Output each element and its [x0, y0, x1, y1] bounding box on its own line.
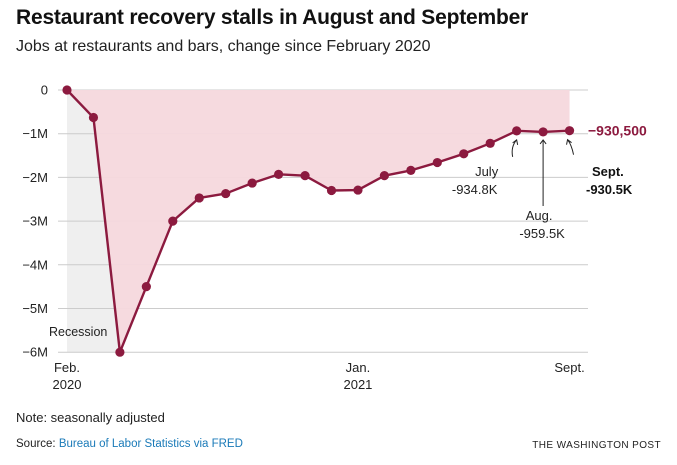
data-point	[406, 165, 416, 176]
data-point	[300, 171, 310, 181]
source-prefix: Source:	[16, 438, 59, 450]
x-tick-label: Jan.	[346, 360, 371, 375]
y-tick-label: −5M	[22, 301, 48, 316]
data-point	[485, 138, 495, 148]
data-point	[221, 188, 231, 199]
aug-arrowhead	[539, 139, 547, 145]
data-point	[247, 178, 257, 188]
x-tick-year: 2020	[53, 377, 82, 392]
july-value: -934.8K	[452, 182, 498, 197]
x-tick-year: 2021	[343, 377, 372, 392]
chart-title: Restaurant recovery stalls in August and…	[16, 6, 529, 29]
data-point	[512, 126, 522, 136]
y-tick-label: −4M	[22, 257, 48, 272]
july-label: July	[475, 164, 499, 179]
source-link[interactable]: Bureau of Labor Statistics via FRED	[58, 438, 243, 450]
data-point	[459, 149, 469, 159]
data-point	[353, 185, 363, 195]
y-tick-label: −2M	[22, 170, 48, 185]
sept-value: -930.5K	[586, 182, 633, 197]
data-point	[168, 216, 178, 226]
sept-arrowhead	[566, 138, 572, 145]
y-tick-label: 0	[41, 83, 48, 98]
source-line: Source: Bureau of Labor Statistics via F…	[16, 438, 243, 450]
chart-subtitle: Jobs at restaurants and bars, change sin…	[16, 38, 431, 55]
deficit-area	[67, 90, 570, 353]
data-point	[379, 171, 389, 181]
sept-label: Sept.	[592, 164, 624, 179]
x-tick-label: Sept.	[554, 360, 584, 375]
data-point	[564, 126, 575, 136]
data-point	[141, 282, 151, 292]
end-value-label: −930,500	[588, 123, 647, 139]
series-line	[66, 89, 570, 354]
data-point	[538, 127, 548, 137]
x-tick-label: Feb.	[54, 360, 80, 375]
y-tick-label: −3M	[22, 214, 48, 229]
aug-label: Aug.	[526, 208, 553, 223]
data-point	[115, 347, 125, 357]
publisher-credit: THE WASHINGTON POST	[532, 440, 661, 451]
data-point	[88, 112, 99, 123]
july-arrowhead	[512, 138, 519, 145]
data-point	[326, 185, 337, 196]
y-tick-label: −1M	[22, 126, 48, 141]
recession-label: Recession	[49, 325, 107, 339]
data-point	[432, 157, 442, 168]
data-point	[62, 85, 72, 95]
aug-value: -959.5K	[519, 226, 565, 241]
chart-note: Note: seasonally adjusted	[16, 410, 165, 425]
data-point	[194, 193, 204, 203]
y-tick-label: −6M	[22, 345, 48, 360]
line-chart: Recession 0 −1M −2M −3M −4M −5M −6M Feb. 2020 Jan.…	[22, 83, 647, 393]
data-point	[274, 169, 284, 179]
